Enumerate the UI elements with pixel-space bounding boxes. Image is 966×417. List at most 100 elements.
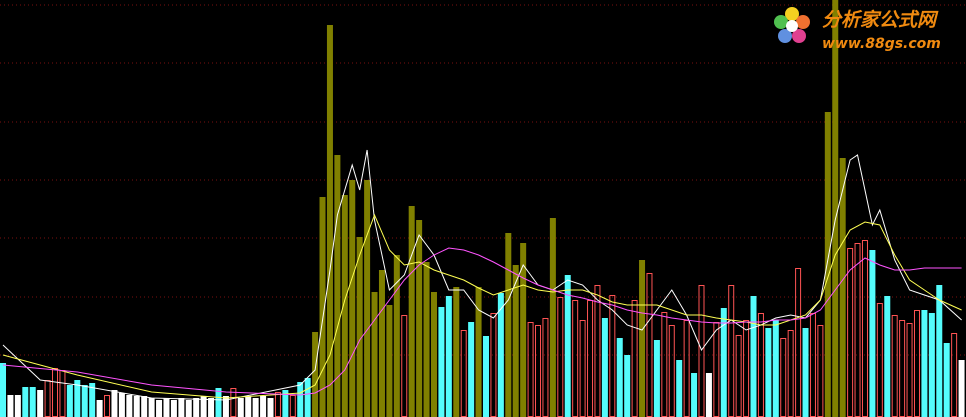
volume-bar bbox=[52, 368, 59, 417]
volume-bar bbox=[237, 398, 244, 417]
volume-bar bbox=[876, 303, 883, 417]
volume-bar bbox=[304, 378, 311, 417]
volume-bar bbox=[757, 313, 764, 417]
volume-bar bbox=[691, 373, 698, 417]
volume-bar bbox=[951, 333, 958, 417]
volume-bar bbox=[483, 336, 489, 417]
volume-bar bbox=[282, 390, 289, 417]
volume-bar bbox=[564, 275, 571, 417]
volume-bar bbox=[668, 325, 675, 417]
volume-bar bbox=[899, 320, 906, 417]
moving-average-line bbox=[2, 149, 962, 401]
volume-bar bbox=[37, 390, 44, 417]
volume-bar bbox=[274, 392, 281, 417]
volume-bar bbox=[683, 320, 690, 417]
volume-bar bbox=[349, 180, 356, 417]
volume-bar bbox=[378, 270, 385, 417]
volume-bar bbox=[601, 318, 608, 417]
volume-bar bbox=[720, 308, 727, 417]
volume-bar bbox=[438, 307, 445, 417]
volume-bar bbox=[334, 155, 341, 417]
volume-bar bbox=[780, 338, 787, 417]
volume-bar bbox=[260, 396, 267, 417]
volume-bar bbox=[245, 396, 252, 417]
volume-bar bbox=[624, 355, 631, 417]
volume-bar bbox=[713, 322, 720, 417]
volume-bar bbox=[141, 396, 148, 417]
volume-bar bbox=[772, 320, 779, 417]
volume-bar bbox=[639, 260, 646, 417]
volume-bar bbox=[401, 315, 408, 417]
volume-bar bbox=[7, 395, 14, 417]
volume-bar bbox=[653, 340, 660, 417]
volume-bar bbox=[44, 380, 51, 417]
logo-url: www.88gs.com bbox=[822, 36, 941, 52]
volume-bar bbox=[200, 396, 207, 417]
volume-bar bbox=[74, 380, 81, 417]
volume-bar bbox=[326, 25, 333, 417]
volume-bar bbox=[59, 370, 66, 417]
volume-bar bbox=[869, 250, 876, 417]
volume-bar bbox=[297, 382, 304, 417]
volume-bar bbox=[89, 383, 96, 417]
volume-bar bbox=[185, 400, 192, 417]
volume-bar bbox=[468, 322, 475, 417]
volume-bar bbox=[809, 313, 816, 417]
volume-bar bbox=[832, 0, 839, 417]
volume-bar bbox=[705, 373, 712, 417]
volume-bar bbox=[416, 220, 423, 417]
volume-bar bbox=[222, 396, 229, 417]
volume-bar bbox=[854, 243, 861, 417]
volume-bar bbox=[81, 385, 88, 417]
logo-flower bbox=[774, 7, 810, 43]
volume-bar bbox=[215, 388, 222, 417]
volume-bar bbox=[193, 398, 200, 417]
volume-bar bbox=[289, 395, 296, 417]
volume-bar bbox=[252, 398, 259, 417]
volume-bar bbox=[341, 195, 348, 417]
volume-bar bbox=[163, 398, 170, 417]
volume-bar bbox=[386, 305, 393, 417]
volume-bar bbox=[921, 310, 928, 417]
volume-bar bbox=[735, 335, 742, 417]
volume-bar bbox=[847, 248, 854, 417]
volume-bar bbox=[312, 332, 319, 417]
volume-bar bbox=[884, 296, 891, 417]
volume-bar bbox=[148, 398, 155, 417]
volume-bar bbox=[750, 296, 757, 417]
volume-bar bbox=[118, 393, 125, 417]
volume-bar bbox=[475, 287, 482, 417]
volume-bar bbox=[646, 273, 653, 417]
volume-bar bbox=[453, 287, 460, 417]
volume-bar bbox=[616, 338, 623, 417]
volume-bar bbox=[913, 310, 920, 417]
volume-bar bbox=[535, 325, 542, 417]
volume-bar bbox=[423, 262, 430, 417]
volume-bar bbox=[126, 395, 133, 417]
volume-bar bbox=[958, 360, 965, 417]
volume-bar bbox=[460, 330, 467, 417]
volume-bar bbox=[676, 360, 683, 417]
volume-bar bbox=[393, 255, 400, 417]
volume-bar bbox=[505, 233, 512, 417]
volume-bar bbox=[527, 322, 534, 417]
volume-bar bbox=[490, 313, 497, 417]
volume-bar bbox=[364, 180, 371, 417]
volume-bar bbox=[906, 323, 913, 417]
grid bbox=[0, 4, 966, 356]
volume-bar bbox=[104, 395, 111, 417]
volume-bar bbox=[170, 400, 177, 417]
moving-average-line bbox=[2, 213, 962, 399]
volume-bar bbox=[594, 285, 601, 417]
volume-bar bbox=[408, 206, 415, 417]
volume-bar bbox=[96, 400, 103, 417]
volume-bar bbox=[520, 243, 527, 417]
volume-bar bbox=[839, 158, 846, 417]
volume-bar bbox=[356, 237, 363, 417]
volume-bar bbox=[891, 315, 898, 417]
moving-average-line bbox=[2, 247, 962, 396]
logo-title: 分析家公式网 bbox=[822, 9, 939, 31]
volume-bar bbox=[861, 240, 868, 417]
volume-bar bbox=[743, 320, 750, 417]
